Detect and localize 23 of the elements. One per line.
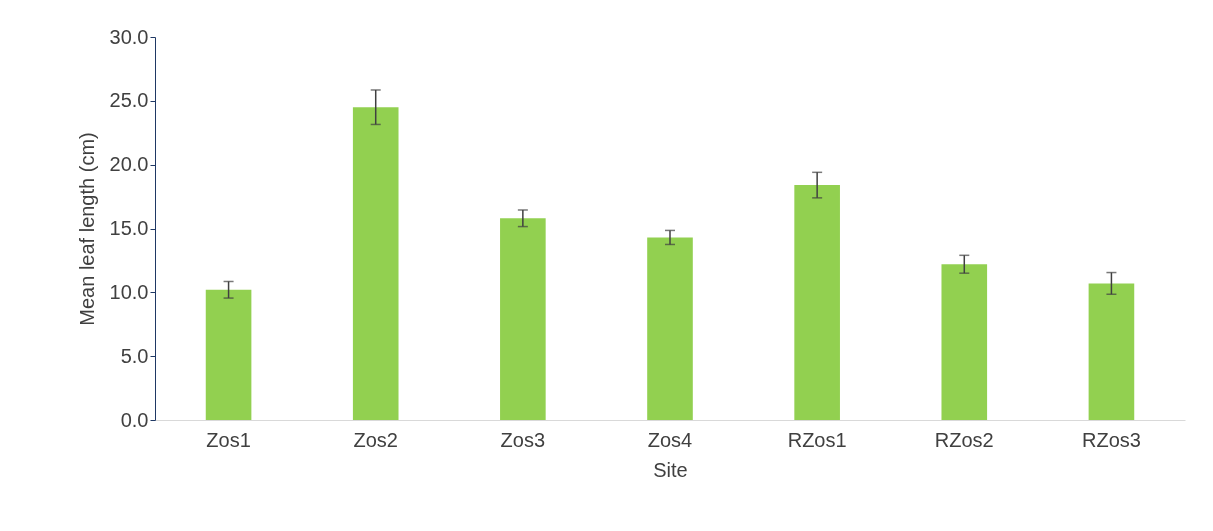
y-axis-title: Mean leaf length (cm) <box>75 132 98 326</box>
y-tick-label: 10.0 <box>109 280 149 303</box>
y-tick-label: 0.0 <box>120 408 149 431</box>
y-tick-label: 25.0 <box>109 89 149 112</box>
bar <box>647 237 693 420</box>
x-tick-label: RZos2 <box>934 428 994 451</box>
x-tick-label: RZos3 <box>1081 428 1141 451</box>
y-tick-label: 30.0 <box>109 25 149 48</box>
x-tick-label: RZos1 <box>787 428 847 451</box>
y-tick-label: 20.0 <box>109 153 149 176</box>
y-tick-label: 15.0 <box>109 217 149 239</box>
bar <box>941 264 988 420</box>
x-tick-label: Zos3 <box>500 428 546 451</box>
bar <box>352 107 399 420</box>
x-tick-label: Zos4 <box>647 428 693 451</box>
x-tick-label: Zos2 <box>353 428 398 451</box>
bar <box>205 289 252 420</box>
y-tick-label: 5.0 <box>120 344 149 367</box>
x-axis-title: Site <box>653 458 688 481</box>
bar <box>794 185 840 420</box>
x-tick-label: Zos1 <box>206 428 251 451</box>
bar <box>500 218 546 420</box>
bar <box>1088 283 1135 420</box>
